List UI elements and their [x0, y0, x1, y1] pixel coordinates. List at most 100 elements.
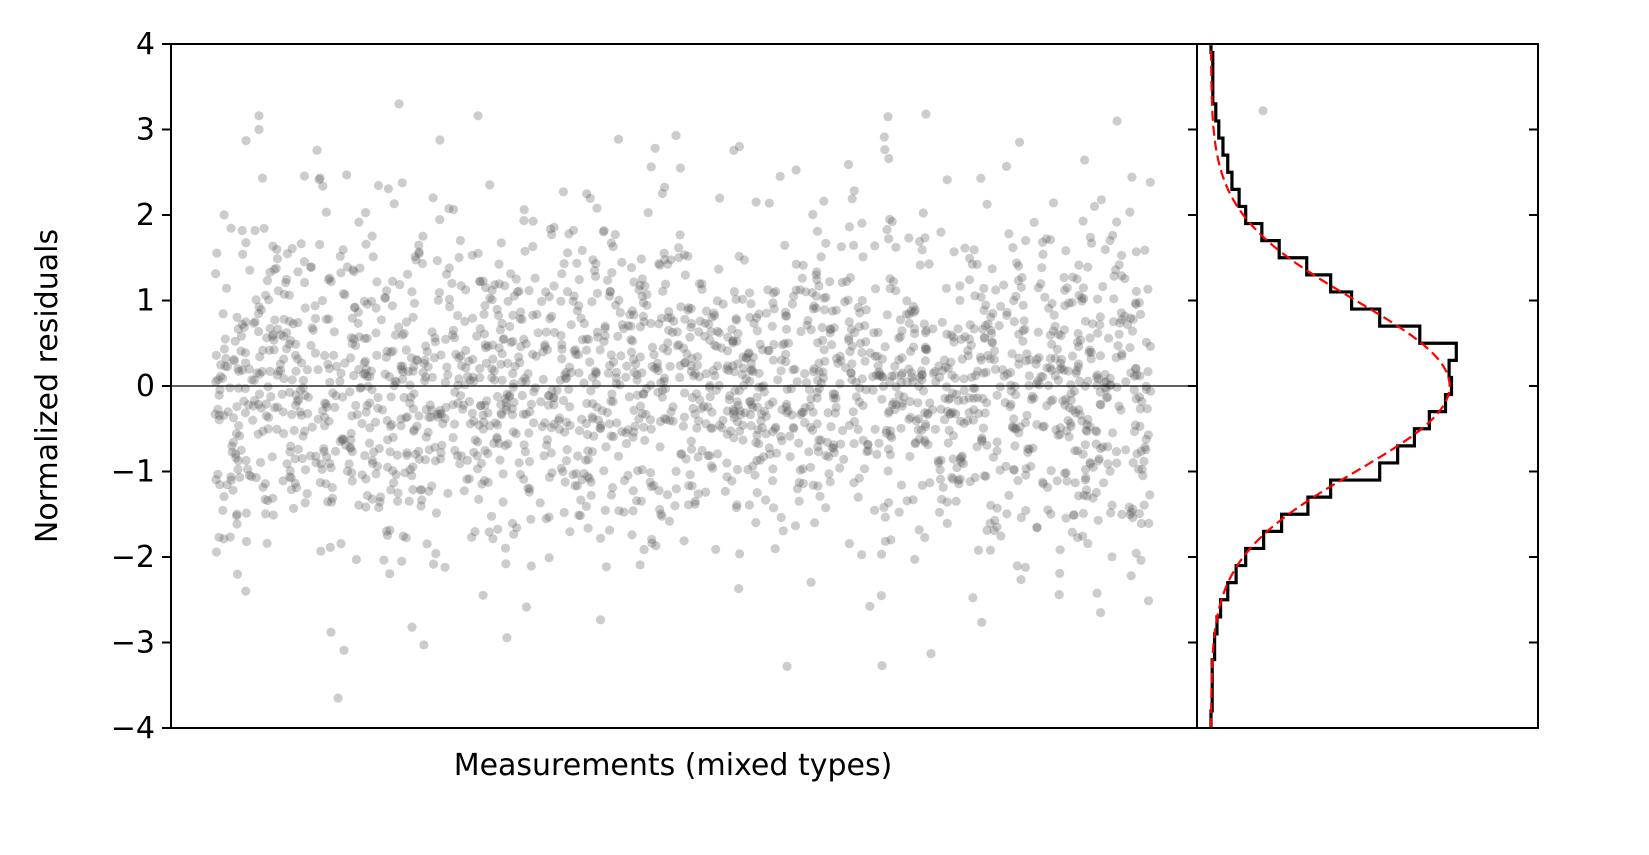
- scatter-point: [351, 340, 361, 351]
- scatter-point: [642, 300, 652, 310]
- scatter-point: [632, 370, 642, 380]
- scatter-point: [226, 223, 236, 233]
- scatter-point: [449, 419, 460, 429]
- scatter-point: [573, 451, 583, 461]
- scatter-point: [408, 404, 418, 414]
- scatter-point: [1052, 344, 1062, 354]
- scatter-point: [677, 449, 687, 459]
- scatter-point: [255, 352, 265, 362]
- scatter-point: [331, 391, 341, 401]
- scatter-point: [711, 544, 721, 555]
- scatter-point: [665, 361, 675, 371]
- scatter-point: [767, 321, 777, 331]
- scatter-point: [212, 248, 222, 258]
- scatter-point: [967, 259, 977, 269]
- scatter-point: [739, 255, 750, 265]
- scatter-point: [738, 435, 748, 445]
- scatter-point: [427, 327, 437, 337]
- scatter-point: [1070, 478, 1080, 488]
- scatter-point: [362, 333, 372, 343]
- scatter-point: [248, 415, 258, 425]
- scatter-point: [785, 431, 795, 441]
- scatter-point: [324, 416, 334, 426]
- scatter-point: [232, 511, 242, 521]
- scatter-point: [768, 397, 778, 407]
- scatter-point: [848, 407, 858, 417]
- scatter-point: [382, 286, 392, 296]
- scatter-point: [456, 451, 466, 461]
- scatter-point: [635, 401, 646, 411]
- scatter-point: [455, 235, 465, 246]
- scatter-point: [561, 374, 571, 384]
- scatter-point: [347, 313, 357, 323]
- scatter-point: [362, 400, 372, 411]
- scatter-point: [853, 424, 863, 434]
- scatter-point: [963, 346, 973, 356]
- scatter-point: [557, 339, 567, 350]
- scatter-point: [399, 328, 409, 339]
- scatter-point: [674, 253, 684, 263]
- scatter-point: [501, 559, 511, 569]
- scatter-point: [261, 411, 271, 421]
- scatter-point: [990, 364, 1001, 374]
- scatter-point: [396, 361, 406, 371]
- scatter-point: [902, 296, 912, 306]
- scatter-point: [748, 352, 758, 362]
- scatter-point: [514, 458, 524, 468]
- scatter-point: [613, 134, 624, 144]
- scatter-point: [347, 446, 357, 457]
- scatter-point: [377, 405, 388, 415]
- scatter-point: [541, 327, 552, 337]
- scatter-point: [502, 389, 512, 399]
- scatter-point: [825, 324, 835, 334]
- scatter-point: [485, 293, 495, 303]
- scatter-point: [1100, 244, 1110, 255]
- scatter-point: [694, 327, 704, 337]
- scatter-point: [497, 410, 507, 420]
- scatter-point: [424, 486, 434, 496]
- scatter-point: [795, 465, 805, 475]
- scatter-point: [1059, 365, 1069, 375]
- scatter-point: [532, 309, 542, 319]
- scatter-point: [639, 389, 649, 399]
- y-tick-label: 1: [136, 284, 155, 319]
- scatter-point: [1038, 372, 1048, 382]
- scatter-point: [968, 593, 978, 603]
- scatter-point: [400, 468, 410, 478]
- scatter-point: [347, 468, 357, 478]
- scatter-point: [223, 407, 233, 417]
- scatter-point: [897, 368, 907, 378]
- scatter-point: [835, 463, 845, 473]
- scatter-point: [908, 301, 919, 312]
- scatter-point: [361, 474, 371, 484]
- scatter-point: [1076, 335, 1086, 345]
- scatter-point: [360, 333, 370, 343]
- scatter-point: [1111, 265, 1121, 275]
- scatter-point: [330, 446, 341, 456]
- scatter-point: [447, 330, 458, 340]
- scatter-point: [812, 419, 822, 429]
- scatter-point: [285, 387, 295, 397]
- scatter-point: [571, 349, 581, 359]
- scatter-point: [509, 291, 519, 301]
- scatter-point: [825, 328, 835, 338]
- scatter-point: [1129, 371, 1140, 381]
- scatter-point: [641, 383, 652, 394]
- scatter-point: [843, 159, 854, 170]
- scatter-point: [820, 356, 830, 366]
- scatter-point: [653, 366, 663, 376]
- scatter-point: [792, 484, 803, 494]
- scatter-point: [798, 407, 809, 417]
- scatter-point: [494, 343, 504, 353]
- scatter-point: [631, 359, 641, 369]
- scatter-point: [1055, 429, 1065, 439]
- scatter-point: [621, 372, 631, 382]
- scatter-point: [428, 559, 439, 569]
- scatter-point: [284, 290, 294, 300]
- scatter-point: [1066, 421, 1076, 431]
- scatter-point: [914, 434, 925, 444]
- scatter-point: [790, 521, 801, 531]
- scatter-point: [258, 426, 268, 436]
- scatter-point: [870, 284, 881, 294]
